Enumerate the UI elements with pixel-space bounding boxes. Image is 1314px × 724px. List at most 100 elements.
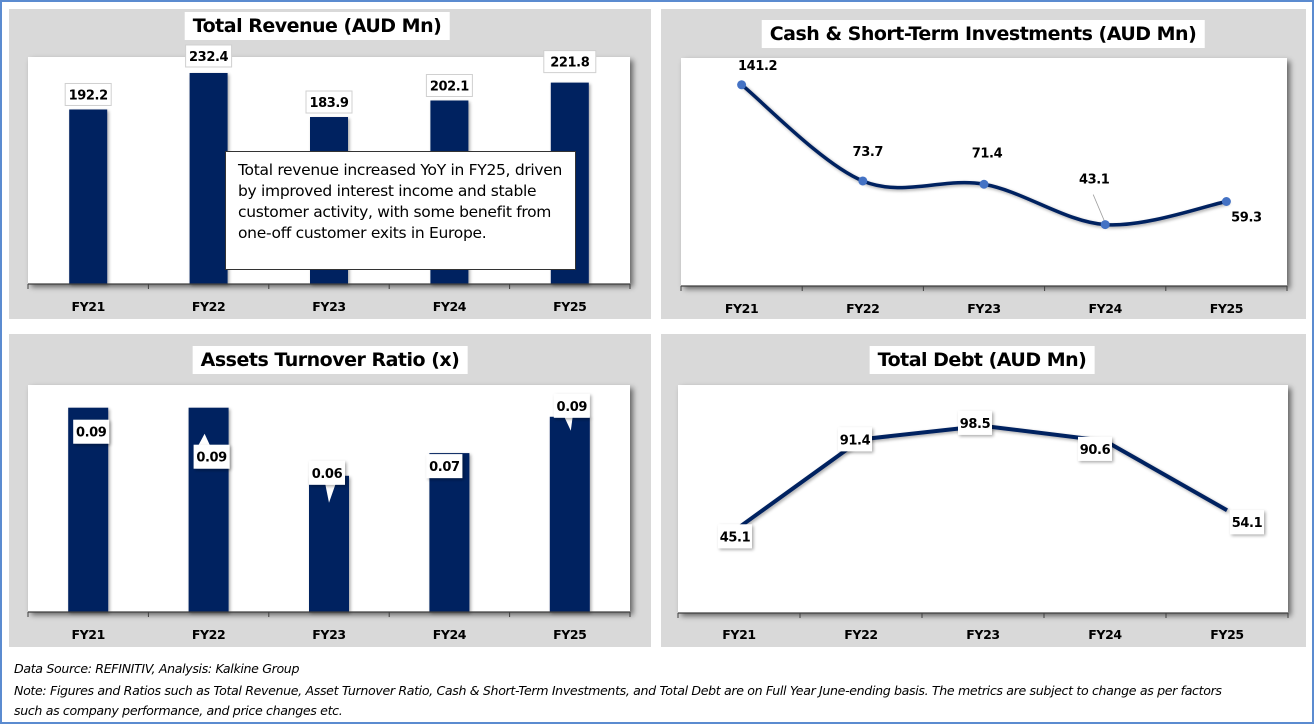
x-tick-label: FY22	[192, 299, 225, 314]
data-point-marker	[979, 179, 989, 189]
x-tick-label: FY22	[844, 627, 877, 642]
label-leader-line	[1092, 194, 1105, 221]
data-label: 54.1	[1230, 510, 1264, 535]
revenue-chart-panel: Total Revenue (AUD Mn) FY21 FY22 FY23 FY24 F…	[9, 9, 651, 319]
data-label: 91.4	[838, 427, 872, 452]
data-label: 232.4	[185, 44, 233, 68]
data-label-box	[193, 444, 230, 469]
data-label-text: 91.4	[840, 433, 871, 448]
data-label-text: 0.06	[312, 467, 343, 482]
chart-title: Assets Turnover Ratio (x)	[192, 346, 468, 374]
x-tick-label: FY24	[433, 299, 467, 314]
data-label-text: 192.2	[69, 88, 108, 103]
data-point-marker	[737, 80, 747, 90]
data-label-callout-tail	[325, 482, 336, 503]
data-label: 202.1	[425, 73, 473, 97]
data-label: 0.09	[193, 433, 230, 469]
data-label: 221.8	[543, 50, 597, 74]
chart-title: Total Debt (AUD Mn)	[869, 346, 1095, 374]
total-debt-chart-panel: Total Debt (AUD Mn) FY21 FY22 FY23 FY24 FY25…	[661, 334, 1306, 647]
cash-chart-panel: Cash & Short-Term Investments (AUD Mn) F…	[661, 9, 1306, 319]
x-tick-label: FY25	[553, 299, 586, 314]
footer-note-line-2: such as company performance, and price c…	[14, 703, 343, 718]
data-label-box	[1230, 510, 1264, 535]
data-source-text: Data Source: REFINITIV, Analysis: Kalkin…	[14, 661, 300, 676]
x-tick-label: FY25	[1210, 627, 1243, 642]
asset-turnover-chart-panel: Assets Turnover Ratio (x) FY21 FY22 FY23 FY…	[9, 334, 651, 647]
plot-area	[681, 58, 1287, 286]
data-label-callout-tail	[197, 433, 211, 447]
x-tick-label: FY23	[967, 301, 1000, 316]
data-label-box	[958, 410, 992, 435]
x-tick-label: FY24	[433, 627, 467, 642]
x-tick-label: FY24	[1088, 627, 1122, 642]
data-label-text: 202.1	[430, 79, 469, 94]
data-label-text: 0.09	[557, 400, 588, 415]
data-label: 98.5	[958, 410, 992, 435]
data-label: 0.07	[426, 454, 463, 479]
chart-annotation: Total revenue increased YoY in FY25, dri…	[225, 151, 576, 270]
x-tick-label: FY23	[312, 627, 345, 642]
data-label-text: 183.9	[309, 96, 348, 111]
data-label-text: 0.09	[76, 426, 107, 441]
data-label-box	[305, 90, 353, 114]
data-label-box	[426, 454, 463, 479]
chart-title: Cash & Short-Term Investments (AUD Mn)	[761, 20, 1205, 48]
data-label-text: 43.1	[1079, 173, 1110, 188]
data-point-marker	[1221, 196, 1231, 206]
x-tick-label: FY21	[72, 627, 105, 642]
x-tick-label: FY21	[722, 627, 755, 642]
data-label: 45.1	[718, 524, 752, 549]
data-label-text: 232.4	[189, 50, 228, 65]
data-label: 0.09	[553, 393, 590, 431]
data-label-text: 98.5	[960, 417, 991, 432]
bar	[549, 416, 590, 612]
x-tick-label: FY24	[1089, 301, 1123, 316]
data-label-text: 73.7	[853, 145, 884, 160]
data-label-box	[838, 427, 872, 452]
data-label-box	[309, 460, 345, 485]
data-label-text: 90.6	[1080, 443, 1111, 458]
data-label: 183.9	[305, 90, 353, 114]
x-tick-label: FY25	[1210, 301, 1243, 316]
bar	[69, 109, 108, 285]
x-tick-label: FY21	[72, 299, 105, 314]
data-label-text: 54.1	[1232, 516, 1263, 531]
data-label-box	[553, 393, 590, 418]
bar	[188, 407, 229, 612]
bar	[429, 453, 470, 612]
data-label-callout-tail	[563, 415, 573, 431]
cash-chart-svg: FY21 FY22 FY23 FY24 FY25 141.2 73.7 71.4 43.1 59.…	[680, 58, 1288, 316]
data-label-text: 221.8	[550, 56, 589, 71]
data-label-box	[543, 50, 597, 74]
chart-title: Total Revenue (AUD Mn)	[184, 12, 450, 40]
data-label-text: 71.4	[972, 146, 1003, 161]
x-tick-label: FY23	[966, 627, 999, 642]
data-label-text: 0.07	[429, 460, 460, 475]
debt-chart-svg: FY21 FY22 FY23 FY24 FY25 45.1 91.4 98.5 90.6 54.1	[677, 385, 1289, 642]
data-label: 90.6	[1078, 436, 1112, 461]
data-label-box	[185, 44, 233, 68]
x-tick-label: FY23	[312, 299, 345, 314]
data-label: 192.2	[64, 82, 112, 106]
x-tick-label: FY21	[725, 301, 758, 316]
bar	[189, 72, 228, 284]
data-label-box	[64, 82, 112, 106]
x-tick-label: FY22	[846, 301, 879, 316]
data-label-box	[425, 73, 473, 97]
data-label-text: 59.3	[1231, 210, 1262, 225]
data-label-text: 141.2	[738, 59, 777, 74]
data-label: 0.09	[73, 419, 110, 444]
data-label-text: 0.09	[196, 451, 227, 466]
data-label-box	[718, 524, 752, 549]
atr-chart-svg: FY21 FY22 FY23 FY24 FY25 0.09 0.09 0.06 0.07 0.09	[27, 385, 631, 642]
data-label-box	[73, 419, 110, 444]
data-label-box	[1078, 436, 1112, 461]
data-point-marker	[858, 176, 868, 186]
x-tick-label: FY22	[192, 627, 225, 642]
data-point-marker	[1100, 220, 1110, 230]
data-label-text: 45.1	[720, 530, 751, 545]
x-tick-label: FY25	[553, 627, 586, 642]
footer-note-line-1: Note: Figures and Ratios such as Total R…	[14, 683, 1222, 698]
